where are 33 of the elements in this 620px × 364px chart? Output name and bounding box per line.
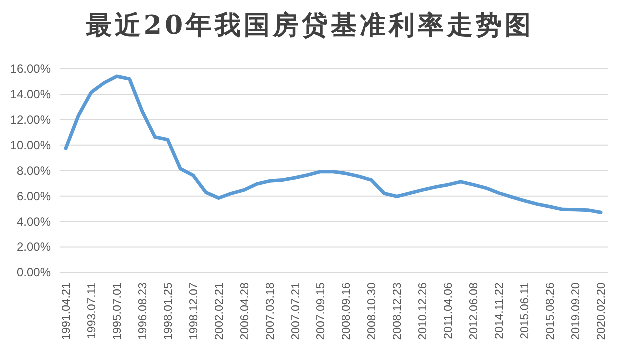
x-tick-label: 2020.02.20 <box>596 282 608 340</box>
x-tick-label: 2015.06.11 <box>520 282 532 340</box>
y-tick-label: 4.00% <box>16 214 52 229</box>
x-tick-label: 2007.09.15 <box>316 282 328 340</box>
x-tick-label: 2007.03.18 <box>264 282 277 340</box>
x-tick-label: 1998.12.07 <box>188 282 200 340</box>
y-tick-label: 8.00% <box>16 164 52 178</box>
x-tick-label: 1993.07.11 <box>86 282 98 340</box>
y-tick-label: 10.00% <box>10 138 52 152</box>
y-tick-label: 14.00% <box>10 87 52 102</box>
y-tick-label: 12.00% <box>10 112 52 127</box>
x-tick-label: 1996.08.23 <box>137 282 150 340</box>
x-tick-label: 2007.07.21 <box>290 282 302 340</box>
x-tick-label: 2010.12.26 <box>418 282 430 340</box>
x-tick-label: 1991.04.21 <box>61 282 73 340</box>
line-series <box>64 74 603 214</box>
y-tick-label: 2.00% <box>16 240 52 254</box>
x-tick-label: 2012.06.08 <box>468 282 481 340</box>
x-tick-label: 2014.11.22 <box>494 282 506 340</box>
x-tick-label: 2008.12.23 <box>392 282 404 340</box>
x-tick-label: 2015.08.26 <box>545 282 558 340</box>
x-tick-label: 1995.07.01 <box>112 282 124 340</box>
x-tick-label: 2011.04.06 <box>443 282 456 340</box>
chart-title: 最近20年我国房贷基准利率走势图 <box>84 11 534 41</box>
x-tick-label: 2019.09.20 <box>570 282 583 340</box>
x-tick-label: 2002.02.21 <box>214 282 226 340</box>
x-tick-label: 2008.10.30 <box>366 282 379 340</box>
x-tick-label: 2008.09.16 <box>341 282 354 340</box>
y-tick-label: 16.00% <box>10 62 52 76</box>
x-tick-label: 2006.04.28 <box>239 282 252 340</box>
x-tick-label: 1998.01.25 <box>162 282 175 340</box>
y-tick-label: 0.00% <box>16 266 52 280</box>
y-tick-label: 6.00% <box>16 189 52 204</box>
